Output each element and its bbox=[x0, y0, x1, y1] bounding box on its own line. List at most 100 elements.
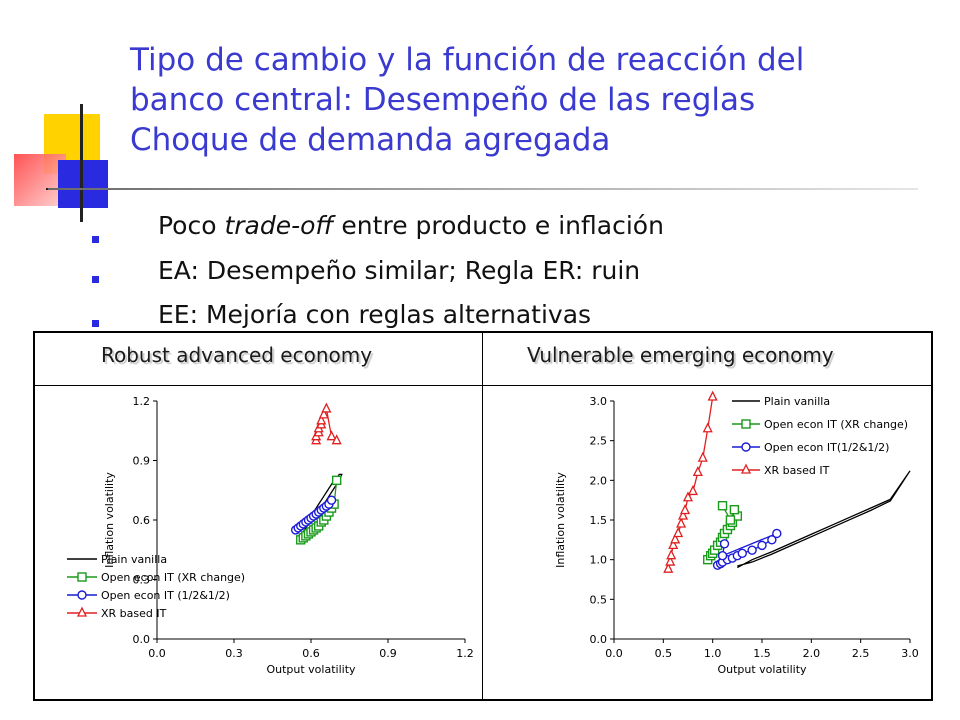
data-point-xr_based bbox=[673, 527, 684, 538]
bullet-1-text: Poco bbox=[158, 211, 225, 240]
bullet-1-text-end: entre producto e inflación bbox=[333, 211, 664, 240]
title-line-1: Tipo de cambio y la función de reacción … bbox=[130, 42, 805, 78]
header-divider bbox=[35, 385, 931, 386]
axes: 0.0 0.5 1.0 1.5 2.0 2.5 3.0 0.0 0.5 1.0 1.5 2.0 2.5 3… bbox=[554, 395, 919, 676]
title-rule bbox=[48, 188, 918, 190]
legend-label-xr_based: XR based IT bbox=[101, 607, 167, 620]
data-point-xr_based bbox=[316, 414, 327, 425]
x-tick-label: 1.2 bbox=[456, 647, 474, 660]
y-tick-label: 0.0 bbox=[133, 633, 151, 646]
legend: Plain vanilla Open econ IT (XR change) Ope… bbox=[67, 553, 245, 620]
x-tick-label: 2.5 bbox=[852, 647, 870, 660]
bullet-marker bbox=[92, 320, 99, 327]
data-point-xr_based bbox=[663, 562, 674, 573]
x-tick-label: 0.5 bbox=[655, 647, 673, 660]
x-tick-label: 0.9 bbox=[379, 647, 397, 660]
data-point-open_xr bbox=[331, 475, 342, 486]
x-tick-label: 0.0 bbox=[605, 647, 623, 660]
y-tick-label: 1.2 bbox=[133, 395, 151, 408]
header-emerging-economy: Vulnerable emerging economy bbox=[527, 343, 834, 367]
bullet-marker bbox=[92, 276, 99, 283]
bullet-item-3: EE: Mejoría con reglas alternativas bbox=[158, 300, 591, 329]
data-point-open_half bbox=[719, 539, 730, 549]
x-tick-label: 3.0 bbox=[901, 647, 919, 660]
y-tick-label: 0.0 bbox=[590, 633, 608, 646]
decorative-corner-graphic bbox=[0, 100, 140, 222]
x-axis-label: Output volatility bbox=[717, 663, 807, 676]
x-tick-label: 2.0 bbox=[803, 647, 821, 660]
x-axis-label: Output volatility bbox=[266, 663, 356, 676]
y-axis-label: Inflation volatility bbox=[103, 472, 116, 568]
slide-title: Tipo de cambio y la función de reacción … bbox=[130, 40, 930, 160]
x-tick-label: 1.0 bbox=[704, 647, 722, 660]
data-point-xr_based bbox=[666, 549, 677, 560]
legend-label-open_xr: Open econ IT (XR change) bbox=[764, 418, 908, 431]
x-tick-label: 1.5 bbox=[753, 647, 771, 660]
series-line-plain bbox=[737, 470, 911, 569]
data-point-xr_based bbox=[678, 509, 689, 520]
data-point-xr_based bbox=[702, 422, 713, 433]
legend-marker-open_xr bbox=[741, 419, 751, 429]
y-tick-label: 0.6 bbox=[133, 514, 151, 527]
y-tick-label: 2.0 bbox=[590, 474, 608, 487]
data-point-xr_based bbox=[670, 533, 681, 544]
data-point-xr_based bbox=[692, 465, 703, 477]
series-plain bbox=[737, 470, 911, 569]
data-point-open_half bbox=[747, 545, 757, 555]
data-point-open_half bbox=[737, 548, 747, 559]
data-point-xr_based bbox=[331, 434, 342, 445]
series-open_half bbox=[712, 528, 782, 570]
legend-marker-open_half bbox=[741, 442, 751, 452]
data-point-xr_based bbox=[707, 390, 718, 401]
bullet-3-text: EE: Mejoría con reglas alternativas bbox=[158, 300, 592, 329]
data-point-open_half bbox=[767, 535, 777, 545]
data-point-xr_based bbox=[321, 402, 332, 413]
y-axis-label: Inflation volatility bbox=[554, 472, 567, 568]
title-line-2: banco central: Desempeño de las reglas bbox=[130, 82, 756, 118]
legend-marker-open_xr bbox=[77, 572, 87, 582]
data-point-open_half bbox=[757, 540, 767, 551]
data-point-open_xr bbox=[729, 504, 740, 515]
header-advanced-economy: Robust advanced economy bbox=[101, 343, 373, 367]
legend-label-open_xr: Open econ IT (XR change) bbox=[101, 571, 245, 584]
data-point-xr_based bbox=[682, 491, 694, 502]
legend-marker-xr_based bbox=[76, 606, 88, 617]
y-tick-label: 2.5 bbox=[590, 435, 608, 448]
legend: Plain vanilla Open econ IT (XR change) Ope… bbox=[732, 395, 908, 477]
blue-square bbox=[58, 160, 108, 208]
data-point-open_xr bbox=[725, 515, 736, 525]
series-open_half bbox=[290, 495, 337, 535]
data-point-xr_based bbox=[697, 451, 708, 462]
legend-label-open_half: Open econ IT(1/2&1/2) bbox=[764, 441, 889, 454]
bullet-marker bbox=[92, 236, 99, 243]
y-tick-label: 1.5 bbox=[590, 514, 608, 527]
data-point-open_half bbox=[326, 495, 337, 505]
bullet-item-2: EA: Desempeño similar; Regla ER: ruin bbox=[158, 256, 640, 285]
data-point-xr_based bbox=[326, 430, 337, 441]
data-point-xr_based bbox=[668, 538, 679, 550]
legend-label-plain: Plain vanilla bbox=[101, 553, 167, 566]
data-point-xr_based bbox=[665, 555, 676, 566]
chart-emerging-economy: 0.0 0.5 1.0 1.5 2.0 2.5 3.0 0.0 0.5 1.0 1.5 2.0 2.5 3… bbox=[554, 390, 919, 676]
legend-label-open_half: Open econ IT (1/2&1/2) bbox=[101, 589, 230, 602]
legend-marker-xr_based bbox=[740, 463, 752, 474]
y-tick-label: 3.0 bbox=[590, 395, 608, 408]
y-tick-label: 0.5 bbox=[590, 593, 608, 606]
column-divider bbox=[482, 333, 483, 699]
data-point-open_half bbox=[772, 528, 782, 539]
chart-advanced-economy: 0.0 0.3 0.6 0.9 1.2 0.0 0.3 0.6 0.9 1.2 Output vol… bbox=[67, 395, 474, 676]
data-point-xr_based bbox=[679, 504, 691, 515]
data-point-xr_based bbox=[687, 484, 698, 496]
data-point-open_xr bbox=[717, 501, 728, 511]
bullet-item-1: Poco trade-off entre producto e inflació… bbox=[158, 211, 664, 240]
bullet-1-emphasis: trade-off bbox=[224, 211, 334, 240]
red-square bbox=[14, 154, 66, 206]
y-tick-label: 1.0 bbox=[590, 554, 608, 567]
y-tick-label: 0.9 bbox=[133, 455, 151, 468]
x-tick-label: 0.3 bbox=[225, 647, 243, 660]
data-point-xr_based bbox=[318, 408, 329, 419]
data-point-open_half bbox=[717, 550, 728, 561]
y-tick-label: 0.3 bbox=[133, 574, 151, 587]
legend-label-xr_based: XR based IT bbox=[764, 464, 830, 477]
vertical-bar bbox=[80, 104, 83, 222]
